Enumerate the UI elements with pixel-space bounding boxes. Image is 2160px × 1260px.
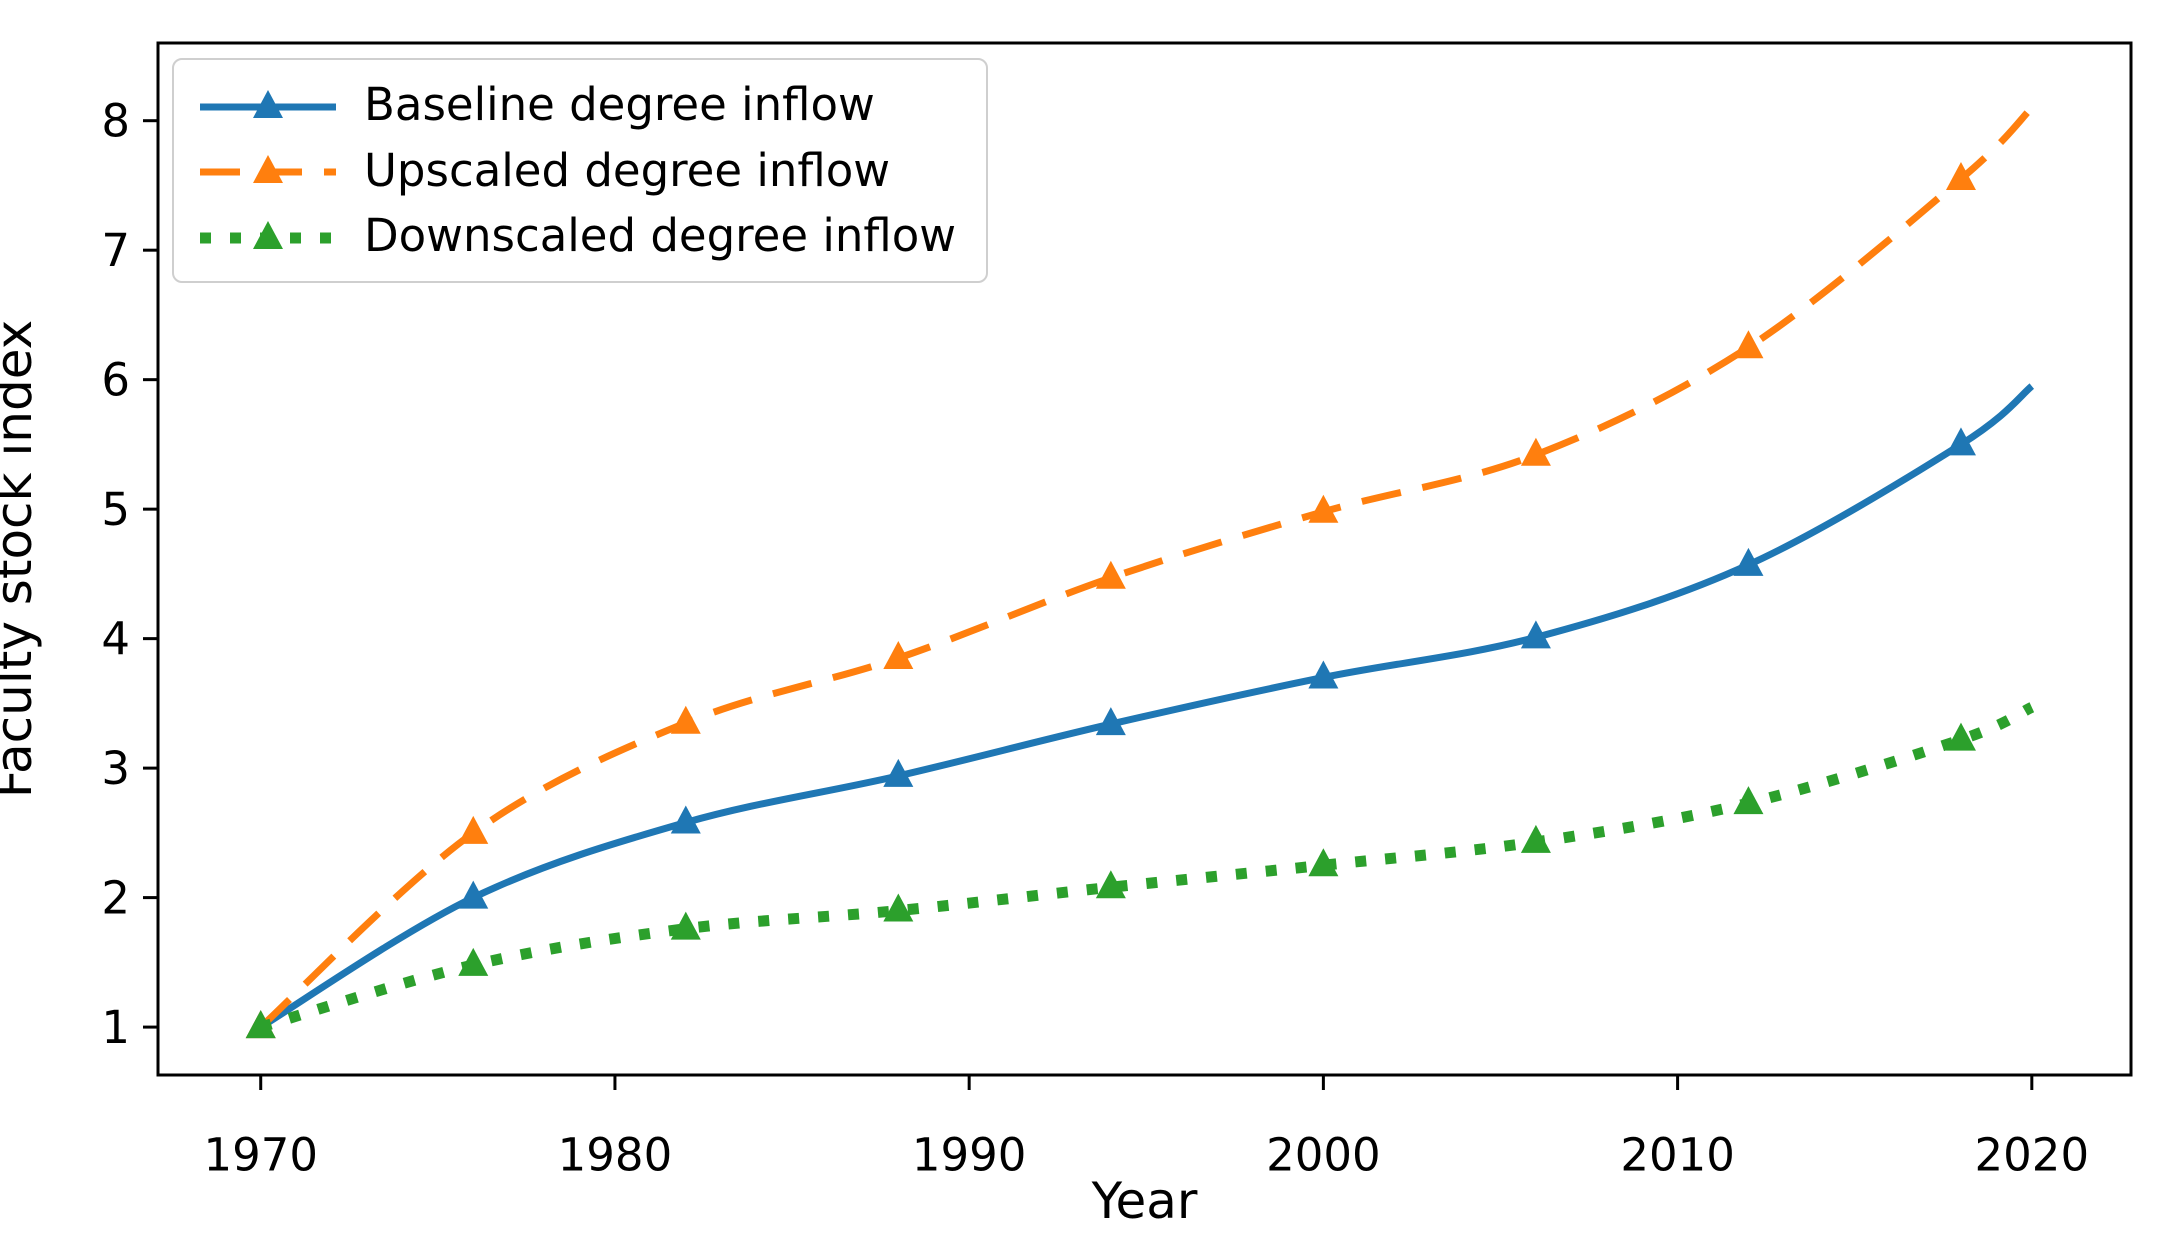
legend-label: Downscaled degree inflow (364, 209, 957, 262)
series-marker-1 (1308, 494, 1339, 523)
legend: Baseline degree inflow Upscaled degree in… (172, 58, 989, 283)
series-marker-0 (670, 805, 701, 834)
x-tick-label: 2000 (1266, 1129, 1381, 1182)
y-tick-label: 4 (101, 613, 130, 666)
series-marker-1 (1520, 437, 1551, 466)
y-tick-label: 2 (101, 872, 130, 925)
x-tick-label: 1970 (203, 1129, 318, 1182)
series-line-2 (259, 702, 2035, 1033)
legend-marker-icon (253, 89, 283, 118)
series-marker-1 (670, 705, 701, 734)
y-axis-label: Faculty stock index (0, 319, 43, 799)
y-tick-label: 5 (101, 483, 130, 536)
series-marker-1 (1733, 330, 1764, 359)
x-axis-label: Year (1091, 1172, 1198, 1230)
series-marker-0 (458, 880, 489, 909)
legend-marker-icon (253, 220, 283, 249)
legend-line-sample (200, 155, 336, 184)
y-tick-label: 8 (101, 95, 130, 148)
series-marker-2 (883, 893, 914, 922)
series-marker-0 (1520, 620, 1551, 649)
series-marker-2 (458, 947, 489, 976)
series-marker-0 (883, 758, 914, 787)
legend-label: Upscaled degree inflow (364, 143, 891, 197)
clip-right (2133, 0, 2160, 1260)
x-tick-label: 1980 (558, 1129, 673, 1182)
series-marker-0 (1308, 660, 1339, 689)
series-marker-1 (458, 815, 489, 844)
series-marker-2 (1095, 870, 1126, 899)
series-marker-2 (1520, 824, 1551, 853)
legend-item: Baseline degree inflow (198, 80, 956, 130)
series-marker-2 (1945, 722, 1976, 751)
series-marker-0 (1733, 547, 1764, 576)
y-tick-label: 1 (101, 1001, 130, 1054)
series-marker-1 (1095, 560, 1126, 589)
x-tick-label: 1990 (912, 1129, 1027, 1182)
series-marker-0 (1945, 427, 1976, 456)
legend-item: Upscaled degree inflow (198, 143, 956, 197)
series-line-0 (258, 383, 2035, 1031)
plot-border-2 (156, 41, 2133, 1077)
x-tick-label: 2010 (1620, 1129, 1735, 1182)
legend-line-sample (200, 89, 336, 118)
series-marker-2 (1733, 786, 1764, 815)
series-line-1 (258, 105, 2035, 1030)
legend-marker-icon (253, 155, 283, 184)
series-marker-0 (1095, 707, 1126, 736)
series-marker-2 (670, 911, 701, 940)
x-tick-label: 2020 (1975, 1129, 2090, 1182)
series-marker-1 (1945, 161, 1976, 190)
series-marker-2 (245, 1010, 276, 1039)
legend-item: Downscaled degree inflow (198, 211, 956, 261)
y-tick-label: 6 (101, 354, 130, 407)
y-tick-label: 3 (101, 742, 130, 795)
series-marker-1 (883, 641, 914, 670)
series-marker-2 (1308, 848, 1339, 877)
legend-line-sample (200, 220, 336, 249)
y-tick-label: 7 (101, 224, 130, 277)
legend-label: Baseline degree inflow (364, 78, 875, 131)
clip-top (0, 0, 2160, 42)
